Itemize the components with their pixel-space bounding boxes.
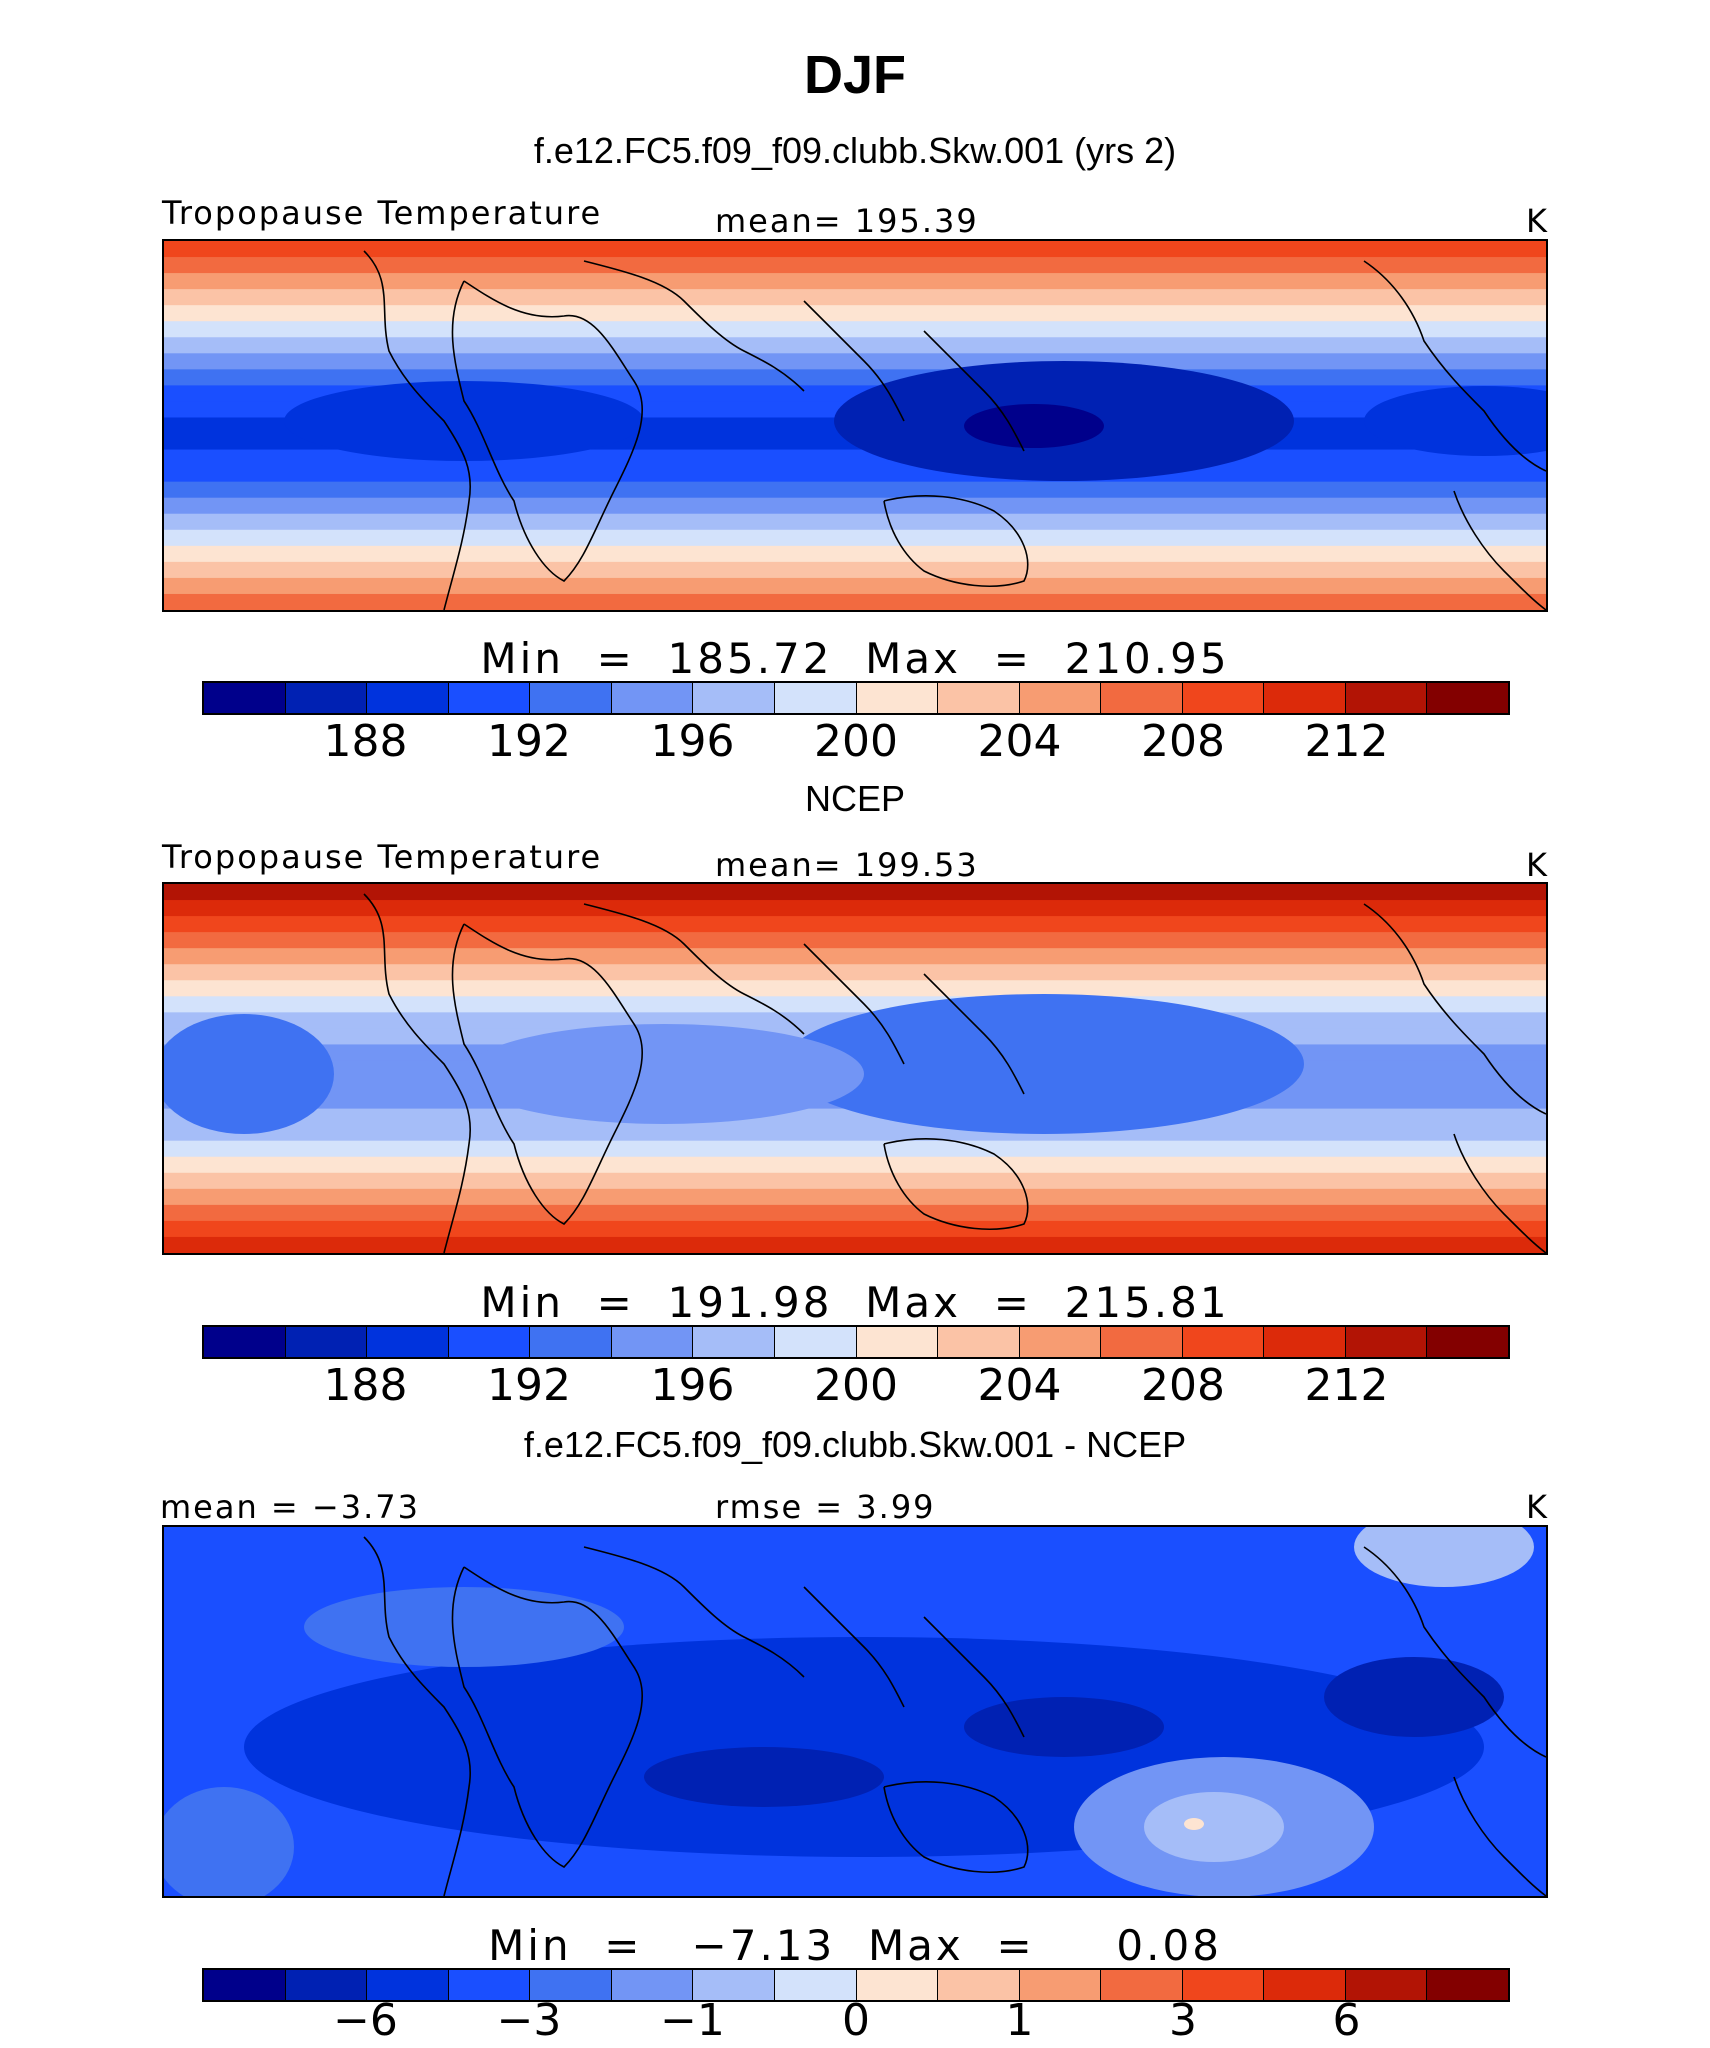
colorbar-swatch <box>1427 1970 1508 2000</box>
panel-2-map <box>162 882 1548 1255</box>
colorbar-swatch <box>285 1970 368 2000</box>
colorbar-swatch <box>530 1970 612 2000</box>
panel-1-variable: Tropopause Temperature <box>162 194 603 232</box>
colorbar-tick-label: 1 <box>1005 1995 1034 2046</box>
colorbar-tick-label: 200 <box>814 716 898 767</box>
colorbar-tick-label: 6 <box>1332 1995 1361 2046</box>
colorbar-swatch <box>774 1970 857 2000</box>
colorbar-tick-label: 196 <box>650 716 735 767</box>
colorbar-swatch <box>1427 683 1508 713</box>
colorbar-tick-label: 208 <box>1141 1360 1225 1411</box>
colorbar-swatch <box>1019 1327 1102 1357</box>
colorbar-swatch <box>1264 1327 1346 1357</box>
colorbar-swatch <box>938 683 1020 713</box>
colorbar-tick-label: 208 <box>1141 716 1225 767</box>
colorbar-swatch <box>1345 1327 1428 1357</box>
colorbar-swatch <box>938 1970 1020 2000</box>
colorbar-swatch <box>1182 683 1265 713</box>
colorbar-swatch <box>611 1970 694 2000</box>
panel-2-mean: mean= 199.53 <box>715 846 979 884</box>
figure-title: DJF <box>803 45 906 105</box>
colorbar-swatch <box>1019 683 1102 713</box>
colorbar-tick-label: 212 <box>1304 1360 1389 1411</box>
panel-2-units: K <box>1526 846 1549 884</box>
colorbar-swatch <box>938 1327 1020 1357</box>
panel-3-map <box>162 1525 1548 1898</box>
colorbar-swatch <box>1101 1327 1183 1357</box>
colorbar-tick-label: −1 <box>660 1995 725 2046</box>
colorbar-swatch <box>204 1970 286 2000</box>
colorbar-swatch <box>774 683 857 713</box>
colorbar-swatch <box>856 1327 939 1357</box>
colorbar-swatch <box>1182 1327 1265 1357</box>
panel-3-units: K <box>1526 1488 1549 1526</box>
colorbar-swatch <box>1019 1970 1102 2000</box>
colorbar-tick-label: 204 <box>977 716 1062 767</box>
colorbar-swatch <box>448 1970 531 2000</box>
colorbar-swatch <box>367 683 449 713</box>
colorbar-tick-label: −6 <box>333 1995 398 2046</box>
colorbar-swatch <box>1427 1327 1508 1357</box>
colorbar-tick-label: 188 <box>323 716 408 767</box>
colorbar-tick-label: 192 <box>487 716 571 767</box>
colorbar-tick-label: 192 <box>487 1360 571 1411</box>
panel-3-colorbar <box>202 1968 1510 2002</box>
panel-1-colorbar <box>202 681 1510 715</box>
colorbar-swatch <box>367 1327 449 1357</box>
panel-2-variable: Tropopause Temperature <box>162 838 603 876</box>
colorbar-tick-label: 3 <box>1169 1995 1197 2046</box>
panel-2-min-max: Min = 191.98 Max = 215.81 <box>480 1278 1230 1327</box>
colorbar-tick-label: 196 <box>650 1360 735 1411</box>
panel-1-map <box>162 239 1548 612</box>
colorbar-swatch <box>1264 683 1346 713</box>
colorbar-swatch <box>204 1327 286 1357</box>
colorbar-tick-label: 204 <box>977 1360 1062 1411</box>
colorbar-swatch <box>693 1327 775 1357</box>
colorbar-tick-label: 188 <box>323 1360 408 1411</box>
panel-3-min-max: Min = −7.13 Max = 0.08 <box>488 1921 1222 1970</box>
colorbar-swatch <box>1264 1970 1346 2000</box>
colorbar-tick-label: −3 <box>496 1995 562 2046</box>
colorbar-swatch <box>1101 683 1183 713</box>
panel-3-rmse: rmse = 3.99 <box>715 1488 936 1526</box>
colorbar-tick-label: 200 <box>814 1360 898 1411</box>
colorbar-swatch <box>1182 1970 1265 2000</box>
colorbar-swatch <box>611 683 694 713</box>
colorbar-swatch <box>611 1327 694 1357</box>
colorbar-swatch <box>448 1327 531 1357</box>
colorbar-swatch <box>693 1970 775 2000</box>
colorbar-swatch <box>530 683 612 713</box>
colorbar-swatch <box>693 683 775 713</box>
panel-1-mean: mean= 195.39 <box>715 202 979 240</box>
colorbar-swatch <box>448 683 531 713</box>
panel-1-min-max: Min = 185.72 Max = 210.95 <box>480 634 1230 683</box>
colorbar-swatch <box>774 1327 857 1357</box>
colorbar-swatch <box>204 683 286 713</box>
colorbar-tick-label: 212 <box>1304 716 1389 767</box>
colorbar-swatch <box>1345 1970 1428 2000</box>
panel-2-title: NCEP <box>804 778 906 819</box>
colorbar-swatch <box>285 1327 368 1357</box>
panel-1-title: f.e12.FC5.f09_f09.clubb.Skw.001 (yrs 2) <box>533 130 1177 171</box>
colorbar-swatch <box>856 1970 939 2000</box>
colorbar-swatch <box>367 1970 449 2000</box>
colorbar-swatch <box>530 1327 612 1357</box>
colorbar-tick-label: 0 <box>842 1995 870 2046</box>
colorbar-swatch <box>285 683 368 713</box>
colorbar-swatch <box>856 683 939 713</box>
panel-3-mean: mean = −3.73 <box>160 1488 420 1526</box>
panel-1-units: K <box>1526 202 1549 240</box>
panel-2-colorbar <box>202 1325 1510 1359</box>
colorbar-swatch <box>1345 683 1428 713</box>
colorbar-swatch <box>1101 1970 1183 2000</box>
panel-3-title: f.e12.FC5.f09_f09.clubb.Skw.001 - NCEP <box>523 1424 1187 1465</box>
